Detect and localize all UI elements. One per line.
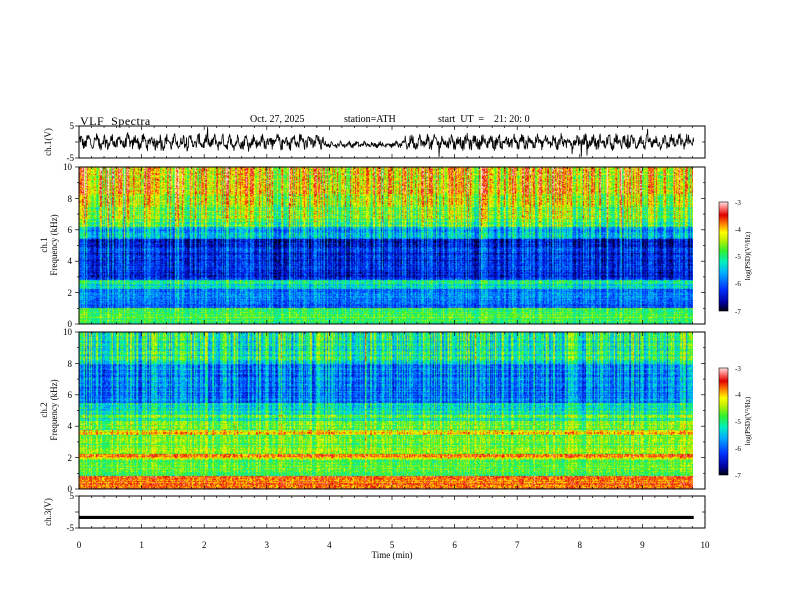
ch2-colorbar-tick: -5 — [735, 418, 741, 426]
ch2-spectrogram-ylabel-channel: ch.2 — [39, 402, 49, 417]
ch1-freq-tick-label: 10 — [63, 162, 73, 172]
ch1-freq-tick-label: 4 — [68, 256, 73, 266]
x-axis-label: Time (min) — [372, 550, 413, 560]
ch2-freq-tick-label: 10 — [63, 327, 73, 337]
chart-title: VLF Spectra — [80, 114, 151, 128]
x-tick-label: 0 — [77, 540, 82, 550]
ch1-freq-tick-label: 0 — [68, 319, 73, 329]
ch1-spectrogram-ylabel-freq: Frequency (kHz) — [49, 214, 59, 275]
ch1-freq-tick-label: 8 — [68, 194, 73, 204]
ch1-freq-ticks: 0 2 4 6 8 10 — [63, 162, 73, 329]
ch2-colorbar-tick: -3 — [735, 365, 741, 373]
date-label: Oct. 27, 2025 — [250, 114, 305, 125]
ch1-colorbar-label: log(PSD)(V²/Hz) — [744, 231, 752, 280]
ch1-freq-tick-label: 6 — [68, 225, 73, 235]
x-axis: 0 1 2 3 4 5 6 7 8 9 10 Time (min) — [77, 540, 710, 560]
ch2-freq-tick-label: 4 — [68, 421, 73, 431]
ch2-freq-tick-label: 2 — [68, 453, 73, 463]
x-tick-label: 1 — [139, 540, 144, 550]
ch2-colorbar-tick: -4 — [735, 391, 741, 399]
ch1-ylabel: ch.1(V) — [43, 128, 53, 156]
ch2-freq-tick-label: 0 — [68, 484, 73, 494]
ch1-colorbar-tick: -5 — [735, 253, 741, 261]
start-time-label: start UT = 21: 20: 0 — [438, 114, 530, 125]
ch1-colorbar — [718, 201, 729, 312]
x-tick-label: 6 — [452, 540, 457, 550]
panel-ch2-spectrogram: 0 2 4 6 8 10 ch.2 Frequency (kHz) -3 -4 … — [39, 327, 752, 494]
ch2-spectrogram-heatmap — [79, 332, 693, 489]
ch1-ytick-label: 5 — [70, 121, 75, 131]
x-tick-label: 4 — [327, 540, 332, 550]
panel-ch1-spectrogram: 0 2 4 6 8 10 ch.1 Frequency (kHz) -3 -4 … — [39, 162, 752, 329]
x-tick-label: 2 — [202, 540, 207, 550]
ch3-ylabel: ch.3(V) — [43, 498, 53, 526]
ch2-colorbar — [718, 367, 729, 476]
panel-ch1-waveform: 5 -5 ch.1(V) — [43, 121, 706, 163]
ch3-ytick-label: -5 — [67, 523, 75, 533]
ch1-freq-tick-label: 2 — [68, 288, 73, 298]
ch1-waveform-line — [78, 126, 695, 158]
ch3-ytick-label: 5 — [70, 491, 75, 501]
ch1-colorbar-tick: -3 — [735, 199, 741, 207]
x-tick-label: 9 — [640, 540, 645, 550]
ch1-colorbar-tick: -7 — [735, 308, 741, 316]
panel-ch3-waveform: 5 -5 ch.3(V) — [43, 491, 706, 533]
ch1-colorbar-tick: -6 — [735, 280, 741, 288]
ch2-spectrogram-ylabel-freq: Frequency (kHz) — [49, 379, 59, 440]
ch2-colorbar-tick: -7 — [735, 472, 741, 480]
ch2-freq-ticks: 0 2 4 6 8 10 — [63, 327, 73, 494]
ch2-colorbar-label: log(PSD)(V²/Hz) — [744, 396, 752, 445]
axis-ticks — [75, 125, 706, 529]
x-tick-label: 7 — [515, 540, 520, 550]
ch2-colorbar-tick: -6 — [735, 445, 741, 453]
ch1-colorbar-tick: -4 — [735, 226, 741, 234]
ch1-ytick-label: -5 — [67, 153, 75, 163]
ch1-spectrogram-heatmap — [79, 167, 693, 324]
x-tick-label: 8 — [578, 540, 583, 550]
station-label: station=ATH — [344, 114, 396, 125]
x-tick-label: 5 — [390, 540, 395, 550]
ch3-waveform-frame — [78, 495, 706, 529]
ch2-freq-tick-label: 8 — [68, 359, 73, 369]
ch2-freq-tick-label: 6 — [68, 390, 73, 400]
x-tick-label: 10 — [701, 540, 711, 550]
x-tick-label: 3 — [265, 540, 270, 550]
ch1-spectrogram-ylabel-channel: ch.1 — [39, 237, 49, 252]
